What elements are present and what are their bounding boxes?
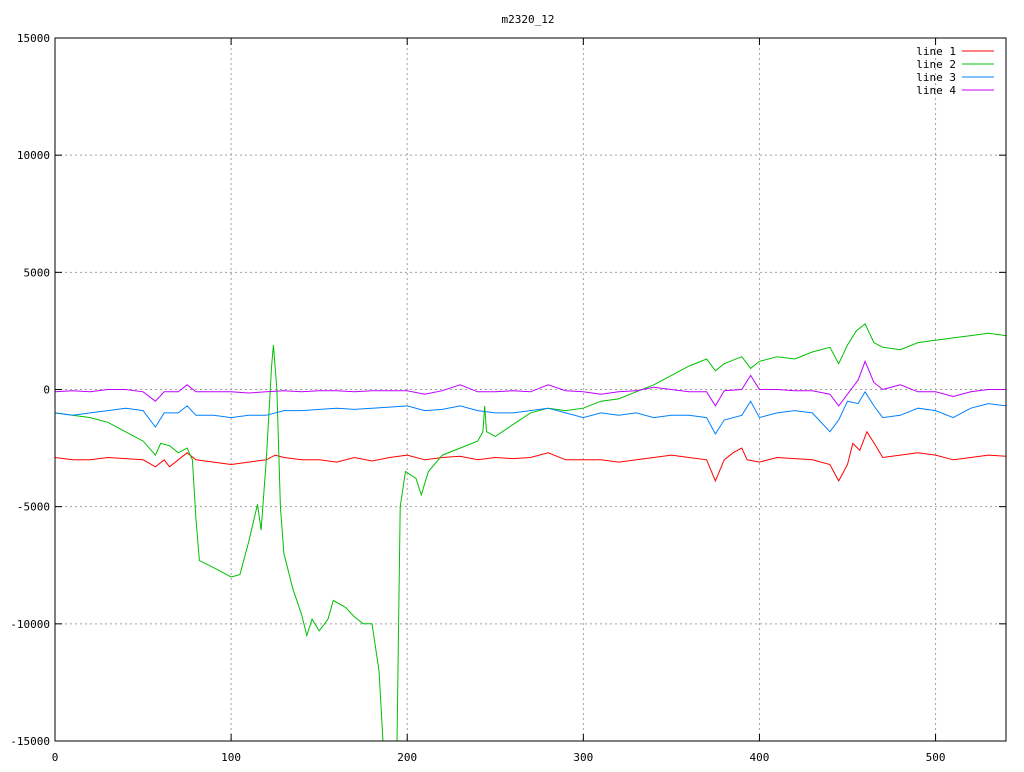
legend-label: line 3 (916, 71, 956, 84)
x-tick-label: 500 (926, 751, 946, 764)
x-tick-label: 100 (221, 751, 241, 764)
legend-label: line 1 (916, 45, 956, 58)
legend-label: line 2 (916, 58, 956, 71)
series-group (55, 323, 1006, 741)
x-tick-label: 200 (397, 751, 417, 764)
series-line-4 (55, 360, 1006, 407)
plot-border (54, 37, 1007, 742)
x-tick-label: 300 (573, 751, 593, 764)
chart-title: m2320_12 (502, 13, 555, 26)
y-tick-label: -5000 (17, 501, 50, 514)
x-tick-label: 400 (750, 751, 770, 764)
axis-ticks: 0 100 200 300 400 500 -15000 -10000 -5000 0 5000 10… (10, 32, 1006, 764)
y-tick-label: 10000 (17, 149, 50, 162)
series-line-2 (55, 323, 1006, 741)
x-tick-label: 0 (52, 751, 59, 764)
y-tick-label: 0 (43, 384, 50, 397)
series-line-1 (55, 430, 1006, 483)
y-tick-label: 15000 (17, 32, 50, 45)
y-tick-label: 5000 (24, 266, 51, 279)
y-tick-label: -15000 (10, 735, 50, 748)
grid (55, 38, 1006, 741)
legend-label: line 4 (916, 84, 956, 97)
y-tick-label: -10000 (10, 618, 50, 631)
series-line-3 (55, 390, 1006, 435)
